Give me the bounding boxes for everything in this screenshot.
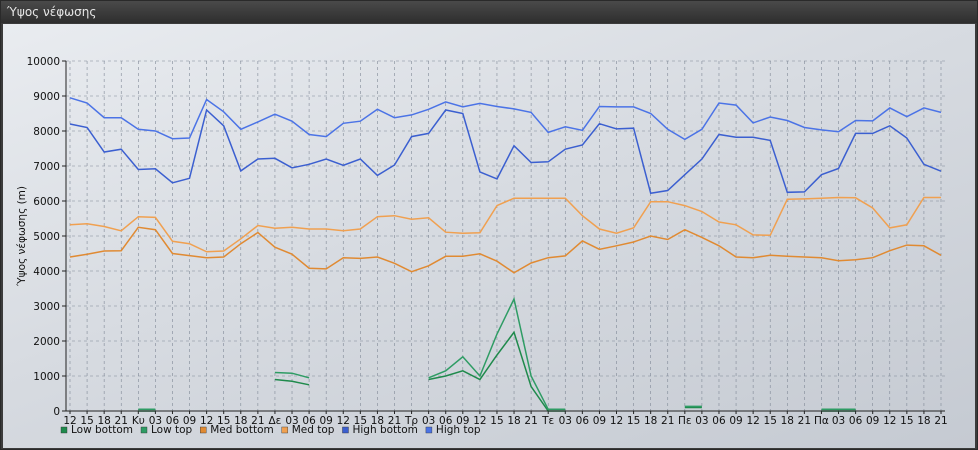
x-tick-label: 12 [200,415,213,427]
legend-swatch [425,426,433,434]
legend: Low bottom Low top Med bottom Med top High b… [60,424,481,436]
window-titlebar: Ύψος νέφωσης [1,1,977,23]
y-axis-ticks: 0 1000 2000 3000 4000 5000 6000 7000 8000 9000 100… [27,56,66,418]
series-line-med-top [69,196,941,253]
x-tick-label: 12 [337,415,350,427]
legend-swatch [60,426,68,434]
series-line-med-bottom [69,226,942,274]
x-tick-label: Δε [269,415,282,427]
y-tick-label: 6000 [33,196,60,208]
x-tick-label: 15 [354,415,367,427]
x-tick-label: 12 [610,415,623,427]
x-tick-label: 12 [883,415,896,427]
x-tick-label: 09 [456,415,469,427]
x-tick-label: 09 [319,415,332,427]
chart-panel: 0 1000 2000 3000 4000 5000 6000 7000 8000 9000 100… [3,24,975,448]
legend-label: Med top [292,424,335,436]
series-line-high-bottom [69,108,942,195]
x-tick-label: 03 [832,415,845,427]
x-tick-label: 06 [439,415,453,427]
x-tick-label: 09 [866,415,879,427]
y-axis-label: Ύψος νέφωσης (m) [16,186,28,287]
x-tick-label: 21 [661,415,674,427]
x-tick-label: 18 [234,415,247,427]
x-tick-label: 21 [524,415,537,427]
x-tick-label: 21 [115,415,128,427]
x-tick-label: 06 [166,415,180,427]
y-tick-label: 3000 [33,301,60,313]
y-tick-label: 1000 [33,371,60,383]
x-tick-label: 21 [934,415,947,427]
x-tick-label: 12 [473,415,486,427]
x-tick-label: 21 [388,415,401,427]
legend-label: Low bottom [71,424,133,436]
x-tick-label: 18 [97,415,110,427]
y-tick-label: 4000 [33,266,60,278]
series-layer [69,97,942,412]
x-tick-label: 09 [183,415,196,427]
x-tick-label: Πα [814,415,829,427]
y-tick-label: 5000 [33,231,60,243]
legend-swatch [200,426,207,434]
x-tick-label: 15 [490,415,503,427]
x-tick-label: 15 [764,415,777,427]
legend-label: High top [436,424,481,436]
y-tick-label: 9000 [33,91,60,103]
legend-label: High bottom [352,424,417,436]
x-tick-label: 06 [576,415,590,427]
series-line-low-top [428,296,566,411]
x-tick-label: 18 [644,415,657,427]
legend-label: Med bottom [210,424,274,436]
y-tick-label: 7000 [33,161,60,173]
x-tick-label: 18 [781,415,794,427]
y-tick-label: 2000 [33,336,60,348]
x-tick-label: 18 [371,415,384,427]
x-axis-ticks: 12 15 18 21 Κυ 03 06 09 12 15 18 21 Δε 03 06 09 12 15 18 21… [63,411,948,427]
x-tick-label: 18 [917,415,930,427]
x-tick-label: 09 [729,415,742,427]
series-line-low-bottom [428,330,566,412]
x-tick-label: 03 [695,415,708,427]
legend-label: Low top [151,424,193,436]
series-line-low-bottom [274,378,310,386]
x-tick-label: 12 [63,415,76,427]
legend-swatch [281,426,288,434]
x-tick-label: 12 [746,415,759,427]
series-line-high-top [69,97,942,141]
x-tick-label: 03 [559,415,572,427]
x-tick-label: 18 [507,415,520,427]
x-tick-label: 03 [149,415,162,427]
x-tick-label: 21 [251,415,264,427]
x-tick-label: 06 [712,415,726,427]
x-tick-label: 15 [217,415,230,427]
x-tick-label: 15 [900,415,913,427]
x-tick-label: 21 [798,415,811,427]
x-tick-label: 15 [80,415,93,427]
window-title: Ύψος νέφωσης [7,5,97,19]
y-tick-label: 0 [53,406,60,418]
x-tick-label: 06 [302,415,316,427]
legend-swatch [140,426,148,434]
x-tick-label: 09 [593,415,606,427]
x-tick-label: 06 [849,415,863,427]
x-tick-label: 15 [627,415,640,427]
y-tick-label: 10000 [27,56,60,68]
x-tick-label: Πε [678,415,692,427]
y-tick-label: 8000 [33,126,60,138]
series-line-low-top [274,371,310,379]
cloud-height-chart: 0 1000 2000 3000 4000 5000 6000 7000 8000 9000 100… [16,56,948,436]
legend-swatch [342,426,349,434]
x-tick-label: Τρ [404,415,418,427]
grid-lines [66,60,945,412]
x-tick-label: 03 [285,415,298,427]
x-tick-label: Κυ [132,415,145,427]
x-tick-label: 03 [422,415,435,427]
x-tick-label: Τε [541,415,554,427]
